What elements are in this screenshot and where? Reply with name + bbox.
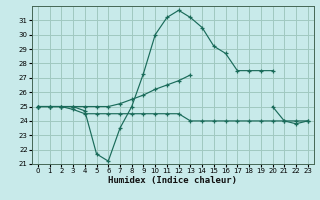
X-axis label: Humidex (Indice chaleur): Humidex (Indice chaleur) [108,176,237,185]
